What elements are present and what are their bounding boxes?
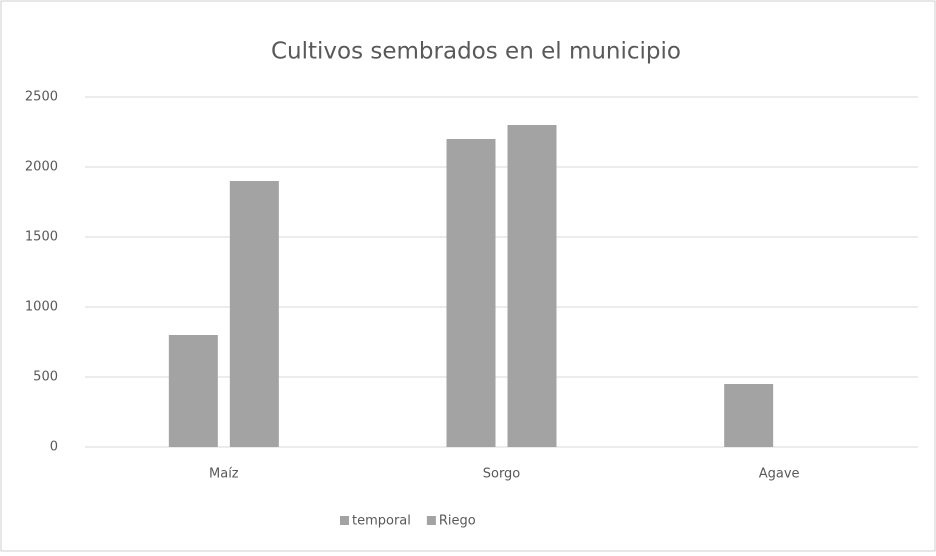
y-tick-label: 1000 [25,300,58,315]
legend-label: Riego [439,514,476,529]
x-tick-label: Agave [759,467,800,482]
x-tick-label: Sorgo [483,467,521,482]
y-tick-label: 0 [50,440,58,455]
legend-label: temporal [352,514,411,529]
bar [507,125,557,447]
x-tick-label: Maíz [209,467,239,482]
chart-title: Cultivos sembrados en el municipio [271,39,681,65]
bar [229,181,279,447]
y-tick-label: 2500 [25,90,58,105]
y-tick-label: 500 [33,370,58,385]
bar [446,139,496,447]
y-tick-label: 1500 [25,230,58,245]
legend-swatch [340,516,349,525]
bar [168,335,218,447]
bar [724,384,774,447]
y-tick-label: 2000 [25,160,58,175]
legend-swatch [426,516,436,525]
